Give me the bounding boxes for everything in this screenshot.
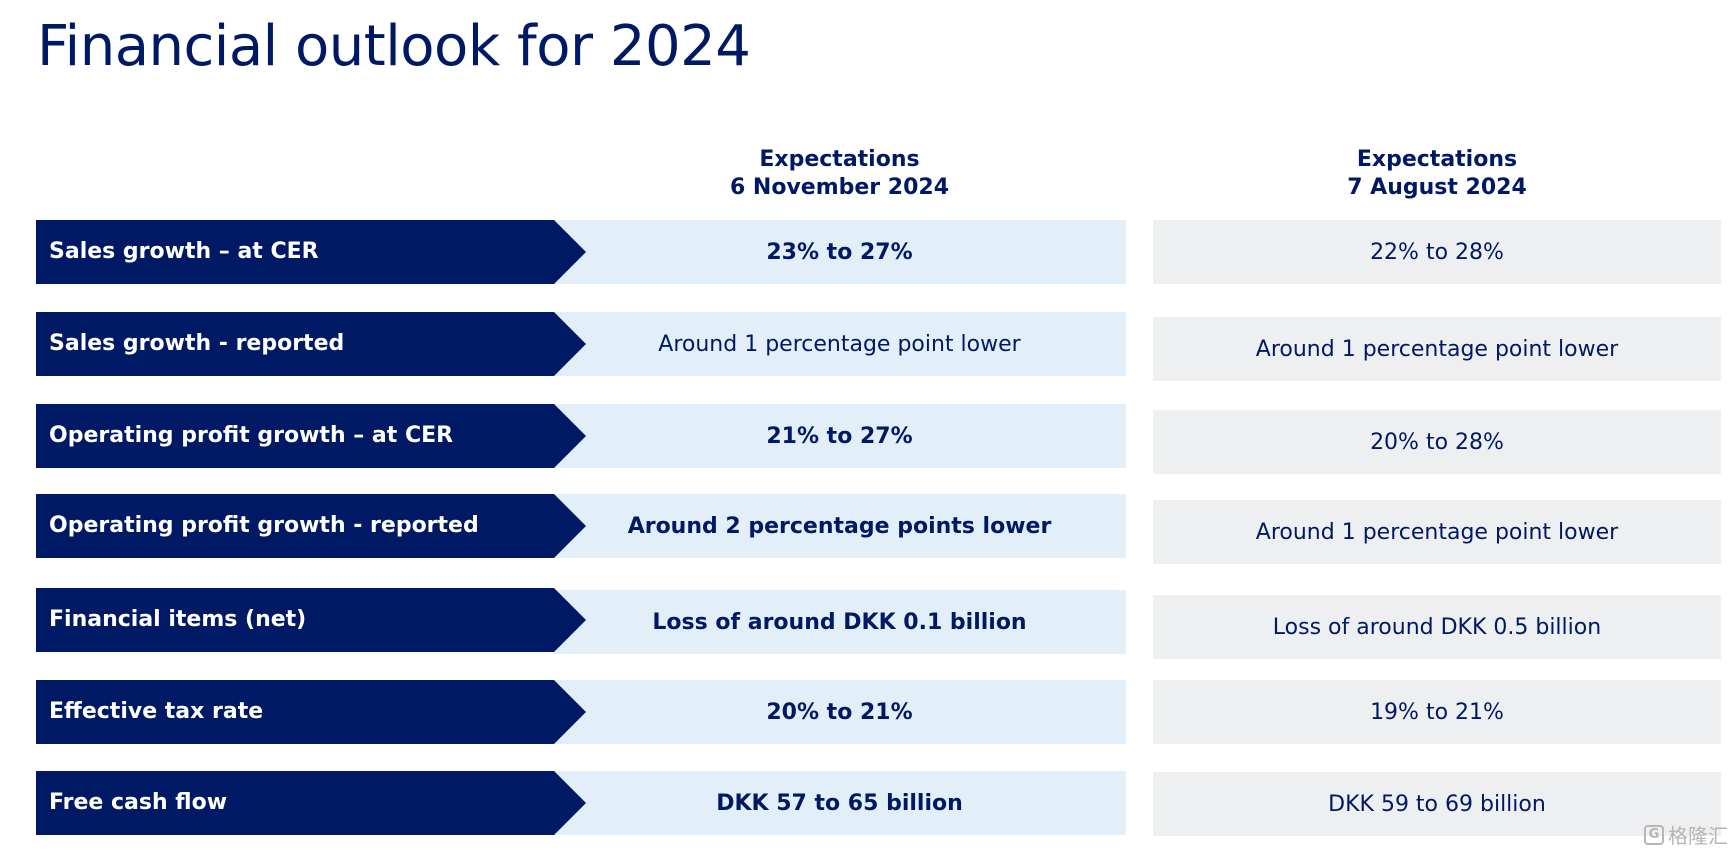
august-value: DKK 59 to 69 billion [1153, 772, 1721, 836]
november-value: Around 2 percentage points lower [553, 494, 1126, 558]
row-label-arrow: Effective tax rate [36, 680, 586, 744]
row-label-arrow: Operating profit growth – at CER [36, 404, 586, 468]
row-label-arrow: Free cash flow [36, 771, 586, 835]
november-value: Loss of around DKK 0.1 billion [553, 590, 1126, 654]
november-value: Around 1 percentage point lower [553, 312, 1126, 376]
row-label: Operating profit growth – at CER [49, 423, 454, 448]
november-value: DKK 57 to 65 billion [553, 771, 1126, 835]
outlook-row-free-cash-flow: Free cash flow DKK 57 to 65 billion DKK … [0, 771, 1734, 836]
outlook-row-operating-profit-reported: Operating profit growth - reported Aroun… [0, 494, 1734, 564]
outlook-row-operating-profit-cer: Operating profit growth – at CER 21% to … [0, 404, 1734, 474]
column-header-august-line2: 7 August 2024 [1347, 175, 1527, 200]
g-logo-icon: G [1644, 824, 1664, 845]
column-header-august-line1: Expectations [1356, 147, 1518, 172]
november-value: 21% to 27% [553, 404, 1126, 468]
column-header-november-line2: 6 November 2024 [729, 175, 950, 200]
august-value: Around 1 percentage point lower [1153, 317, 1721, 381]
watermark-text: 格隆汇 [1668, 824, 1728, 848]
outlook-row-financial-items: Financial items (net) Loss of around DKK… [0, 588, 1734, 659]
row-label-arrow: Financial items (net) [36, 588, 586, 652]
column-header-november: Expectations 6 November 2024 [553, 146, 1126, 202]
column-header-august: Expectations 7 August 2024 [1153, 146, 1721, 202]
outlook-row-sales-growth-reported: Sales growth - reported Around 1 percent… [0, 312, 1734, 381]
august-value: Around 1 percentage point lower [1153, 500, 1721, 564]
row-label: Operating profit growth - reported [49, 513, 479, 538]
row-label: Financial items (net) [49, 607, 307, 632]
column-header-november-line1: Expectations [759, 147, 920, 172]
august-value: 20% to 28% [1153, 410, 1721, 474]
outlook-row-sales-growth-cer: Sales growth – at CER 23% to 27% 22% to … [0, 220, 1734, 284]
august-value: 19% to 21% [1153, 680, 1721, 744]
row-label: Sales growth – at CER [49, 239, 319, 264]
row-label: Free cash flow [49, 790, 228, 815]
august-value: 22% to 28% [1153, 220, 1721, 284]
row-label-arrow: Sales growth – at CER [36, 220, 586, 284]
row-label-arrow: Operating profit growth - reported [36, 494, 586, 558]
november-value: 20% to 21% [553, 680, 1126, 744]
watermark: G 格隆汇 [1644, 820, 1728, 849]
row-label: Sales growth - reported [49, 331, 345, 356]
august-value: Loss of around DKK 0.5 billion [1153, 595, 1721, 659]
november-value: 23% to 27% [553, 220, 1126, 284]
row-label: Effective tax rate [49, 699, 264, 724]
page-title: Financial outlook for 2024 [37, 14, 751, 79]
outlook-row-effective-tax-rate: Effective tax rate 20% to 21% 19% to 21% [0, 680, 1734, 744]
row-label-arrow: Sales growth - reported [36, 312, 586, 376]
